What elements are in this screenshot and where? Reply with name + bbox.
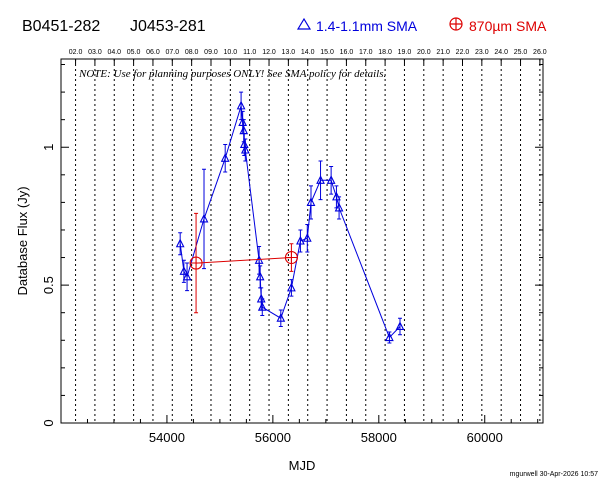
data-point-triangle — [240, 144, 250, 154]
error-bar — [260, 298, 265, 316]
top-year-axis: 02.0 03.0 04.0 05.0 06.0 07.0 08.0 09.0 10.0 11.0… — [69, 49, 547, 64]
error-bar — [202, 168, 207, 270]
data-point-triangle — [276, 312, 286, 322]
source-name: B0451-282 — [22, 18, 100, 35]
error-bar — [185, 262, 190, 292]
top-tick-label: 05.0 — [127, 49, 141, 56]
x-axis-title: MJD — [289, 458, 316, 473]
top-tick-label: 10.0 — [224, 49, 238, 56]
top-tick-label: 20.0 — [417, 49, 431, 56]
top-tick-label: 24.0 — [494, 49, 508, 56]
top-tick-label: 17.0 — [359, 49, 373, 56]
error-bar — [318, 160, 323, 201]
error-bar — [289, 279, 294, 297]
data-point-triangle — [257, 301, 267, 311]
series-red — [189, 212, 298, 314]
error-bar — [243, 138, 248, 162]
top-tick-label: 11.0 — [243, 49, 256, 56]
data-point-triangle — [385, 332, 394, 342]
top-tick-label: 06.0 — [146, 49, 160, 56]
x-tick-label: 60000 — [467, 430, 503, 445]
x-axis: 54000 56000 58000 60000 — [86, 415, 539, 445]
planning-note: NOTE: Use for planning purposes ONLY! Se… — [78, 68, 386, 80]
y-tick-label: 0.5 — [41, 276, 56, 294]
top-tick-label: 15.0 — [320, 49, 334, 56]
data-point-triangle — [255, 271, 265, 281]
plot-frame — [60, 58, 544, 424]
error-bar — [298, 229, 303, 253]
data-point-triangle — [395, 321, 405, 331]
year-grid-lines — [75, 59, 541, 423]
data-point-triangle — [179, 266, 189, 275]
data-point-triangle — [316, 175, 325, 184]
top-tick-label: 19.0 — [398, 49, 412, 56]
error-bar — [334, 185, 339, 209]
error-bar — [278, 309, 283, 327]
top-tick-label: 08.0 — [185, 49, 199, 56]
data-point-plus — [285, 251, 298, 264]
legend-plus-mark — [450, 18, 462, 30]
series-layer — [175, 91, 405, 344]
top-tick-label: 04.0 — [107, 49, 121, 56]
top-tick-label: 14.0 — [301, 49, 315, 56]
data-point-triangle — [236, 100, 246, 110]
top-tick-label: 26.0 — [533, 49, 547, 56]
top-tick-label: 13.0 — [282, 49, 296, 56]
top-tick-label: 16.0 — [340, 49, 354, 56]
data-point-triangle — [199, 213, 209, 223]
error-bar — [337, 196, 342, 220]
data-point-triangle — [220, 153, 230, 162]
series-blue — [175, 91, 405, 344]
data-point-triangle — [334, 202, 344, 212]
legend-triangle-icon — [296, 17, 312, 30]
x-tick-label: 56000 — [255, 430, 291, 445]
top-tick-label: 09.0 — [204, 49, 218, 56]
error-bar — [329, 166, 334, 195]
data-point-plus — [190, 257, 203, 270]
top-tick-label: 03.0 — [88, 49, 102, 56]
top-tick-label: 25.0 — [514, 49, 528, 56]
y-tick-label: 0 — [41, 419, 56, 426]
data-point-triangle — [296, 235, 305, 245]
data-point-triangle — [302, 233, 312, 242]
y-axis-title: Database Flux (Jy) — [15, 186, 30, 295]
data-point-triangle — [287, 282, 296, 292]
x-tick-label: 58000 — [361, 430, 397, 445]
data-point-triangle — [238, 117, 248, 126]
top-tick-label: 22.0 — [456, 49, 470, 56]
top-tick-label: 23.0 — [475, 49, 489, 56]
source-alias: J0453-281 — [130, 18, 206, 35]
data-point-triangle — [256, 293, 266, 303]
top-tick-label: 21.0 — [436, 49, 450, 56]
error-bar — [305, 223, 310, 253]
legend-red-label: 870µm SMA — [469, 18, 547, 34]
top-tick-label: 02.0 — [69, 49, 83, 56]
y-tick-label: 1 — [41, 144, 56, 151]
data-point-triangle — [306, 197, 316, 206]
footer-stamp: mgurwell 30-Apr-2026 10:57 — [510, 471, 598, 478]
legend: 1.4-1.1mm SMA 870µm SMA — [296, 17, 547, 34]
error-bar — [397, 317, 402, 336]
top-tick-label: 18.0 — [378, 49, 392, 56]
y-axis: 00.51 — [41, 64, 543, 427]
legend-blue-label: 1.4-1.1mm SMA — [316, 18, 418, 34]
data-point-triangle — [175, 238, 185, 248]
x-tick-label: 54000 — [149, 430, 185, 445]
top-tick-label: 07.0 — [165, 49, 179, 56]
error-bar — [309, 185, 314, 220]
series-line — [196, 257, 292, 264]
data-point-triangle — [326, 175, 336, 184]
error-bar — [223, 143, 228, 173]
top-tick-label: 12.0 — [262, 49, 276, 56]
data-point-triangle — [182, 271, 192, 281]
error-bar — [178, 232, 183, 256]
